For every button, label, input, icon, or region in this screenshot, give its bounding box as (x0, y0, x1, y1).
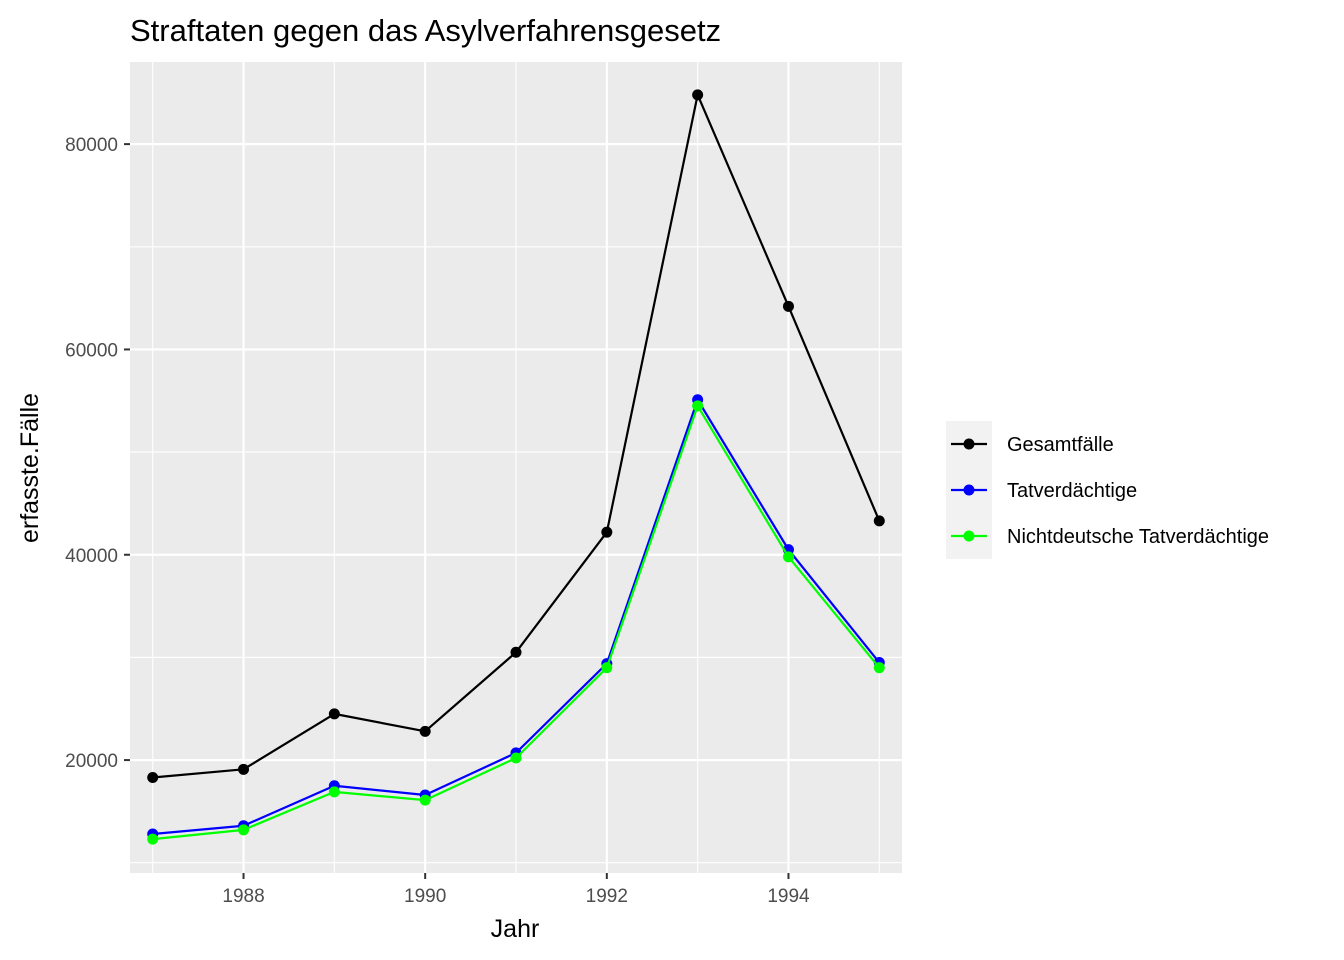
legend-item: Gesamtfälle (946, 421, 1114, 467)
data-point (782, 300, 794, 312)
y-tick-label: 80000 (65, 135, 118, 156)
y-axis-title: erfasste.Fälle (16, 393, 44, 543)
x-tick-label: 1990 (404, 886, 446, 907)
x-axis-title: Jahr (491, 915, 540, 943)
legend-key-point (963, 530, 975, 542)
y-tick-label: 20000 (65, 751, 118, 772)
data-point (510, 752, 522, 764)
legend-key-point (963, 484, 975, 496)
data-point (147, 833, 159, 845)
legend-key-point (963, 438, 975, 450)
data-point (873, 515, 885, 527)
legend: Gesamtfälle Tatverdächtige Nichtdeutsche T… (946, 421, 1269, 559)
data-point (692, 400, 704, 412)
x-tick-label: 1992 (586, 886, 628, 907)
y-tick-label: 60000 (65, 340, 118, 361)
data-point (238, 763, 250, 775)
axis-ticks (124, 143, 790, 879)
data-point (601, 662, 613, 674)
data-point (328, 708, 340, 720)
y-tick-label: 40000 (65, 546, 118, 567)
data-point (873, 662, 885, 674)
data-point (147, 772, 159, 784)
chart-title: Straftaten gegen das Asylverfahrensgeset… (130, 13, 721, 48)
data-point (601, 526, 613, 538)
data-point (692, 89, 704, 101)
data-point (419, 794, 431, 806)
axis-tick-labels: 1988 1990 1992 1994 20000 40000 60000 80000 (65, 135, 810, 907)
series-3 (147, 400, 885, 845)
series-1 (147, 89, 885, 784)
minor-gridlines (130, 62, 902, 873)
x-tick-label: 1988 (222, 886, 264, 907)
legend-item: Tatverdächtige (946, 467, 1137, 513)
data-point (782, 551, 794, 563)
legend-label: Gesamtfälle (1007, 434, 1114, 456)
data-point (419, 725, 431, 737)
series-layer (147, 89, 885, 845)
x-tick-label: 1994 (767, 886, 810, 907)
data-point (238, 824, 250, 836)
legend-item: Nichtdeutsche Tatverdächtige (946, 513, 1269, 559)
data-point (510, 646, 522, 658)
legend-label: Tatverdächtige (1007, 480, 1137, 502)
data-point (328, 786, 340, 798)
legend-label: Nichtdeutsche Tatverdächtige (1007, 526, 1269, 548)
